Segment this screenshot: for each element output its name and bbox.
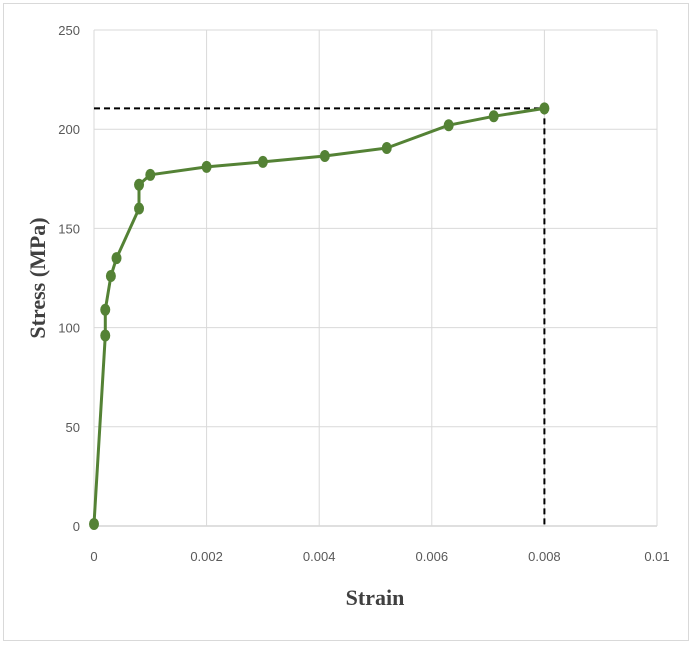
x-tick-label: 0.008 — [528, 549, 561, 564]
data-point — [100, 303, 111, 316]
x-tick-label: 0.006 — [416, 549, 449, 564]
y-tick-label: 100 — [58, 321, 80, 336]
y-tick-label: 250 — [58, 23, 80, 38]
data-point — [134, 202, 145, 215]
data-point — [100, 329, 111, 342]
reference-lines — [94, 107, 546, 526]
y-tick-label: 150 — [58, 221, 80, 236]
data-point — [145, 168, 156, 181]
x-tick-label: 0.01 — [644, 549, 669, 564]
y-tick-label: 50 — [66, 420, 80, 435]
data-point — [257, 155, 268, 168]
data-point — [201, 160, 212, 173]
x-axis-title: Strain — [346, 585, 405, 610]
y-tick-label: 0 — [73, 519, 80, 534]
x-tick-labels: 0 0.002 0.004 0.006 0.008 0.01 — [90, 549, 669, 564]
data-point — [134, 178, 145, 191]
series-group — [89, 102, 550, 531]
data-point — [105, 270, 116, 283]
data-point — [443, 119, 454, 132]
y-tick-labels: 0 50 100 150 200 250 — [58, 23, 80, 534]
data-point — [111, 252, 122, 265]
data-point — [488, 110, 499, 123]
data-point — [89, 518, 99, 531]
y-tick-label: 200 — [58, 122, 80, 137]
data-point — [319, 149, 330, 162]
data-point — [539, 102, 550, 115]
x-tick-label: 0.004 — [303, 549, 336, 564]
data-point — [381, 142, 392, 155]
grid — [93, 29, 658, 527]
y-axis-title: Stress (MPa) — [25, 217, 50, 338]
x-tick-label: 0.002 — [190, 549, 223, 564]
x-tick-label: 0 — [90, 549, 97, 564]
